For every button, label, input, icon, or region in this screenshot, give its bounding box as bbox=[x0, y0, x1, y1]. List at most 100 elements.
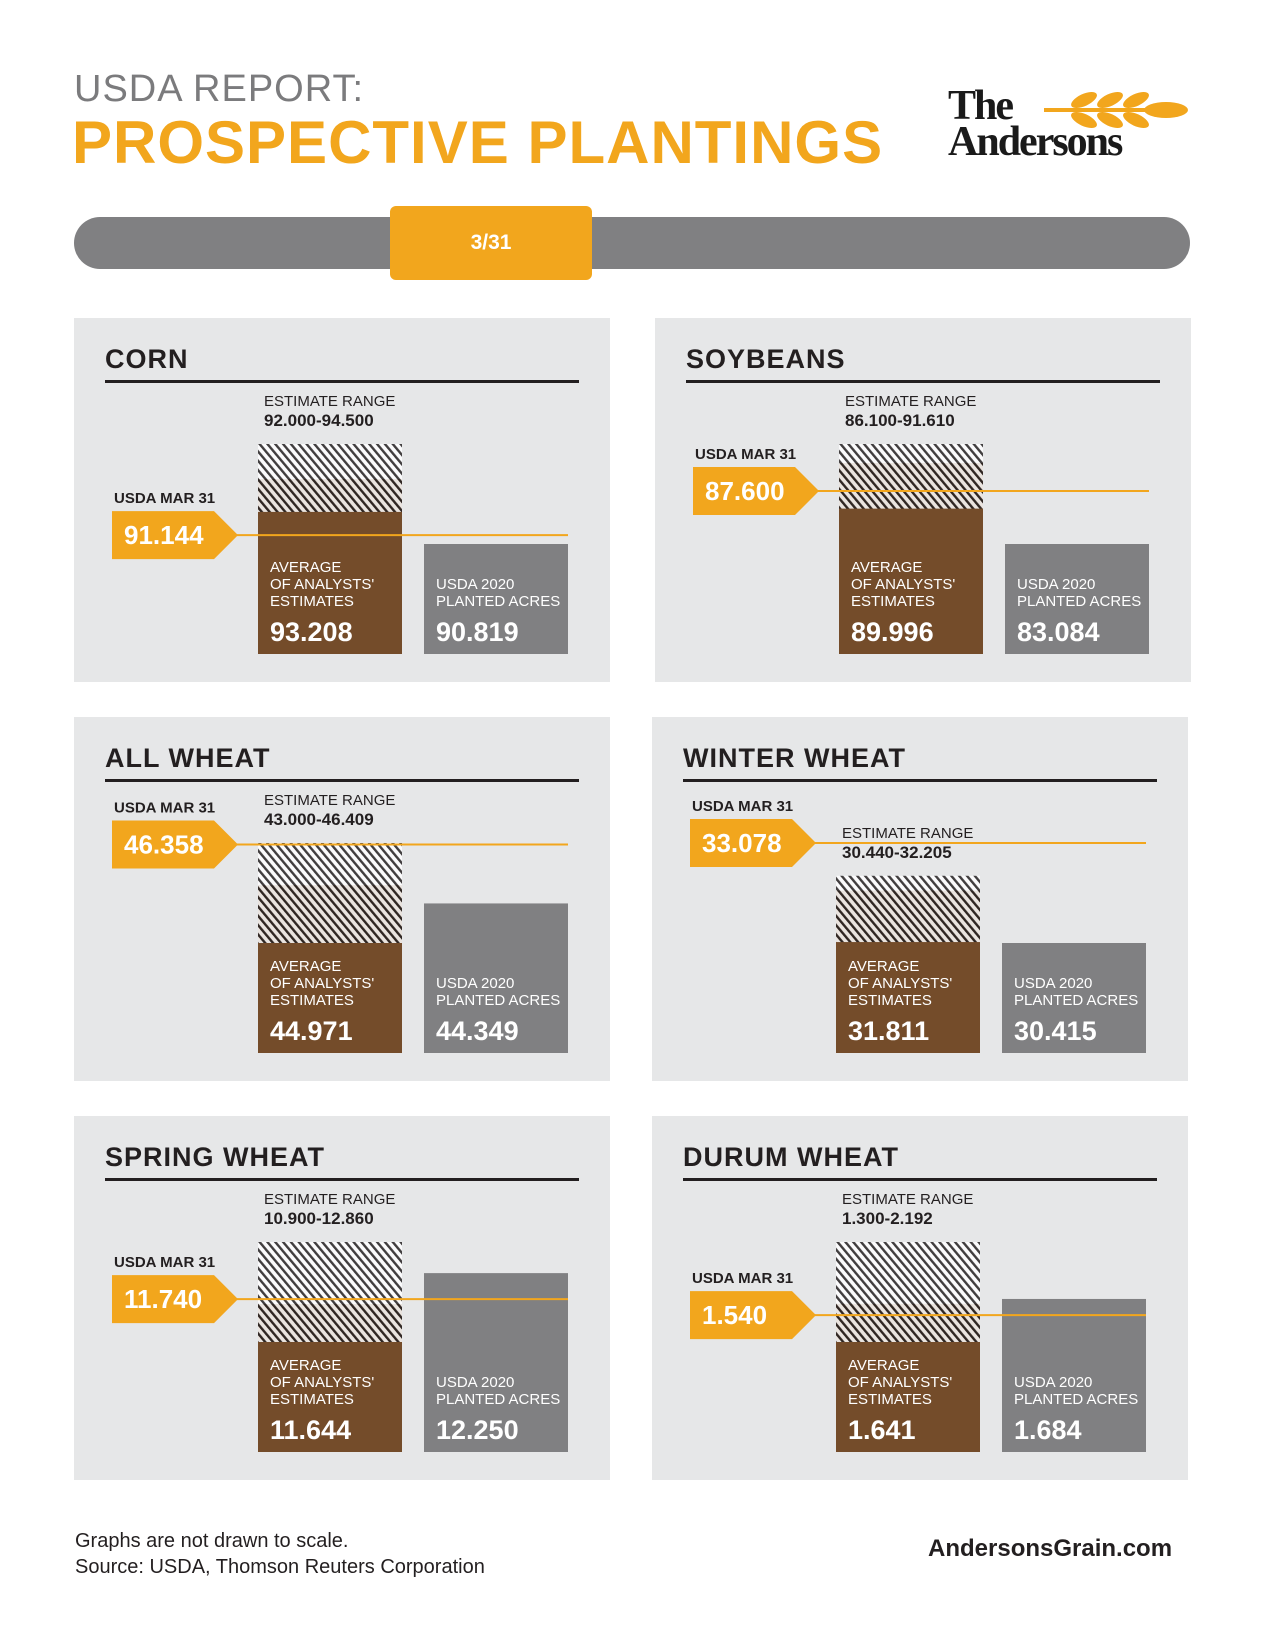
prior-bar-value: 12.250 bbox=[436, 1415, 519, 1445]
website-link[interactable]: AndersonsGrain.com bbox=[928, 1535, 1173, 1562]
prior-year-bar bbox=[1005, 544, 1149, 654]
average-bar-value: 93.208 bbox=[270, 617, 353, 647]
usda-value-label: 87.600 bbox=[705, 476, 785, 506]
estimate-range-label: ESTIMATE RANGE bbox=[842, 1191, 973, 1208]
estimate-range-band bbox=[258, 1242, 402, 1342]
winter-wheat-chart: 33.078 USDA MAR 31 ESTIMATE RANGE30.440-32… bbox=[690, 798, 1146, 1053]
average-bar-caption: AVERAGE bbox=[848, 1357, 919, 1374]
estimate-range-band bbox=[839, 444, 983, 509]
prior-year-bar bbox=[424, 544, 568, 654]
corn-chart: 91.144 USDA MAR 31 ESTIMATE RANGE92.000-94… bbox=[112, 393, 568, 654]
source-note: Source: USDA, Thomson Reuters Corporatio… bbox=[75, 1556, 485, 1578]
prior-bar-caption: USDA 2020 bbox=[1014, 975, 1092, 992]
durum-wheat-chart: 1.540 USDA MAR 31 ESTIMATE RANGE1.300-2.19… bbox=[690, 1191, 1146, 1452]
andersons-logo: The Andersons bbox=[944, 83, 1200, 165]
average-bar-caption: AVERAGE bbox=[848, 958, 919, 975]
average-bar-caption: OF ANALYSTS' bbox=[848, 1374, 952, 1391]
estimate-range-value: 92.000-94.500 bbox=[264, 411, 374, 430]
average-bar-value: 89.996 bbox=[851, 617, 934, 647]
all-wheat-chart: 46.358 USDA MAR 31 ESTIMATE RANGE43.000-46… bbox=[112, 792, 568, 1053]
average-bar-value: 11.644 bbox=[270, 1415, 351, 1445]
estimate-range-band bbox=[836, 875, 980, 943]
average-bar-caption: AVERAGE bbox=[270, 958, 341, 975]
prior-year-bar bbox=[1002, 943, 1146, 1053]
prior-year-bar bbox=[1002, 1298, 1146, 1452]
scale-note: Graphs are not drawn to scale. bbox=[75, 1530, 349, 1552]
title-rule bbox=[105, 380, 579, 383]
estimate-range-value: 30.440-32.205 bbox=[842, 843, 952, 862]
average-bar-value: 31.811 bbox=[848, 1016, 929, 1046]
prior-bar-caption: PLANTED ACRES bbox=[1014, 1391, 1138, 1408]
prior-bar-value: 30.415 bbox=[1014, 1016, 1097, 1046]
title-rule bbox=[686, 380, 1160, 383]
prior-bar-caption: USDA 2020 bbox=[1017, 576, 1095, 593]
corn-panel: CORN 91.144 USDA MAR 31 ESTIMATE RANGE 92.0… bbox=[74, 318, 610, 682]
average-bar-caption: ESTIMATES bbox=[848, 992, 932, 1009]
usda-label: USDA MAR 31 bbox=[695, 446, 796, 463]
estimate-range-label: ESTIMATE RANGE bbox=[264, 1191, 395, 1208]
estimate-range-band bbox=[836, 1242, 980, 1342]
usda-value-callout bbox=[693, 467, 819, 516]
estimate-range-label: ESTIMATE RANGE bbox=[842, 825, 973, 842]
panel-title: SOYBEANS bbox=[686, 344, 846, 374]
prior-bar-caption: PLANTED ACRES bbox=[436, 593, 560, 610]
estimate-range-band bbox=[258, 843, 402, 943]
panel-title: ALL WHEAT bbox=[105, 743, 271, 773]
average-bar-value: 44.971 bbox=[270, 1016, 353, 1046]
usda-value-label: 1.540 bbox=[702, 1300, 767, 1330]
average-bar-caption: AVERAGE bbox=[270, 1357, 341, 1374]
spring-wheat-panel: SPRING WHEAT 11.740 USDA MAR 31 ESTIMATE R… bbox=[74, 1116, 610, 1480]
usda-value-callout bbox=[690, 1291, 816, 1340]
wheat-icon bbox=[1044, 91, 1188, 129]
average-bar-caption: OF ANALYSTS' bbox=[851, 576, 955, 593]
title-rule bbox=[105, 779, 579, 782]
timeline-date-tab[interactable]: 3/31 bbox=[390, 206, 592, 280]
usda-value-callout bbox=[690, 819, 816, 867]
average-bar-caption: AVERAGE bbox=[270, 559, 341, 576]
prior-bar-caption: USDA 2020 bbox=[436, 576, 514, 593]
prior-bar-value: 1.684 bbox=[1014, 1415, 1082, 1445]
estimate-range-label: ESTIMATE RANGE bbox=[264, 792, 395, 809]
average-bar-caption: ESTIMATES bbox=[848, 1391, 932, 1408]
report-label: USDA REPORT: bbox=[74, 68, 365, 110]
prior-year-bar bbox=[424, 1273, 568, 1452]
usda-value-label: 46.358 bbox=[124, 829, 204, 859]
usda-value-callout bbox=[112, 820, 238, 869]
average-bar-caption: ESTIMATES bbox=[851, 593, 935, 610]
prior-bar-caption: PLANTED ACRES bbox=[1017, 593, 1141, 610]
usda-label: USDA MAR 31 bbox=[692, 798, 793, 815]
usda-value-label: 33.078 bbox=[702, 828, 782, 858]
usda-label: USDA MAR 31 bbox=[114, 490, 215, 507]
average-bar-caption: AVERAGE bbox=[851, 559, 922, 576]
timeline-bar bbox=[74, 217, 1190, 269]
prior-bar-caption: USDA 2020 bbox=[436, 1374, 514, 1391]
panel-title: WINTER WHEAT bbox=[683, 743, 906, 773]
usda-value-label: 11.740 bbox=[124, 1284, 202, 1314]
usda-value-callout bbox=[112, 1275, 238, 1324]
estimate-range-value: 10.900-12.860 bbox=[264, 1209, 374, 1228]
all-wheat-panel: ALL WHEAT 46.358 USDA MAR 31 ESTIMATE RANG… bbox=[74, 717, 610, 1081]
average-bar-caption: ESTIMATES bbox=[270, 1391, 354, 1408]
estimate-range-value: 43.000-46.409 bbox=[264, 810, 374, 829]
usda-label: USDA MAR 31 bbox=[692, 1270, 793, 1287]
average-bar-caption: OF ANALYSTS' bbox=[848, 975, 952, 992]
prior-bar-caption: PLANTED ACRES bbox=[1014, 992, 1138, 1009]
panel-title: DURUM WHEAT bbox=[683, 1142, 899, 1172]
prior-bar-value: 83.084 bbox=[1017, 617, 1100, 647]
usda-label: USDA MAR 31 bbox=[114, 799, 215, 816]
page-title: PROSPECTIVE PLANTINGS bbox=[72, 109, 884, 176]
panel-title: SPRING WHEAT bbox=[105, 1142, 325, 1172]
title-rule bbox=[683, 1178, 1157, 1181]
prior-bar-caption: USDA 2020 bbox=[436, 975, 514, 992]
average-bar-caption: OF ANALYSTS' bbox=[270, 1374, 374, 1391]
panel-title: CORN bbox=[105, 344, 189, 374]
estimate-range-value: 1.300-2.192 bbox=[842, 1209, 933, 1228]
prior-bar-caption: PLANTED ACRES bbox=[436, 992, 560, 1009]
title-rule bbox=[105, 1178, 579, 1181]
prior-bar-value: 44.349 bbox=[436, 1016, 519, 1046]
prior-bar-caption: PLANTED ACRES bbox=[436, 1391, 560, 1408]
average-bar-caption: OF ANALYSTS' bbox=[270, 576, 374, 593]
estimate-range-label: ESTIMATE RANGE bbox=[845, 393, 976, 410]
soybeans-chart: 87.600 USDA MAR 31 ESTIMATE RANGE86.100-91… bbox=[693, 393, 1149, 654]
average-bar-caption: OF ANALYSTS' bbox=[270, 975, 374, 992]
